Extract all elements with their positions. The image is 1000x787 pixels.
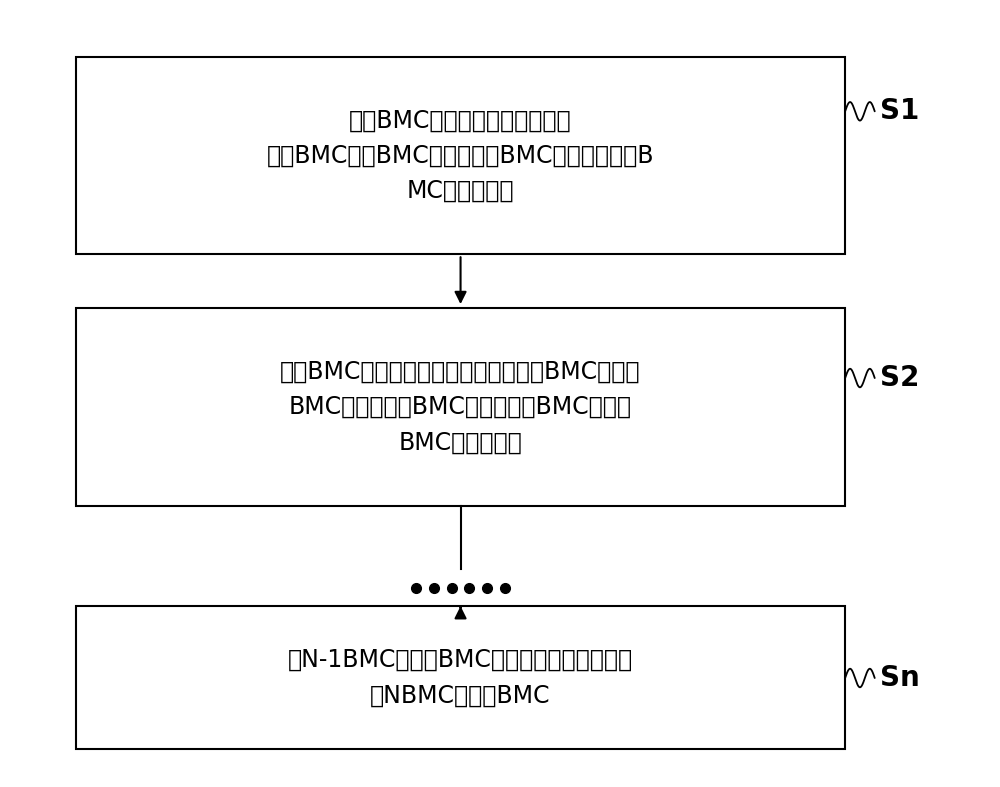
Text: 第一BMC失去心跳信号时，裁定所第二BMC成为主
BMC，并令第三BMC控所述第二BMC及第一
BMC的心跳信号: 第一BMC失去心跳信号时，裁定所第二BMC成为主 BMC，并令第三BMC控所述第… [280, 360, 641, 454]
Text: S1: S1 [880, 98, 919, 125]
Text: S2: S2 [880, 364, 919, 392]
FancyBboxPatch shape [76, 606, 845, 749]
Text: Sn: Sn [880, 664, 919, 692]
FancyBboxPatch shape [76, 309, 845, 505]
Text: 第N-1BMC到第一BMC全部失去心跳信号时，
第NBMC成为主BMC: 第N-1BMC到第一BMC全部失去心跳信号时， 第NBMC成为主BMC [288, 648, 633, 708]
Text: 第一BMC处在正常工作状态时，
第一BMC为主BMC，并令第二BMC监控所述第一B
MC的心跳信号: 第一BMC处在正常工作状态时， 第一BMC为主BMC，并令第二BMC监控所述第一… [267, 109, 654, 203]
FancyBboxPatch shape [76, 57, 845, 254]
